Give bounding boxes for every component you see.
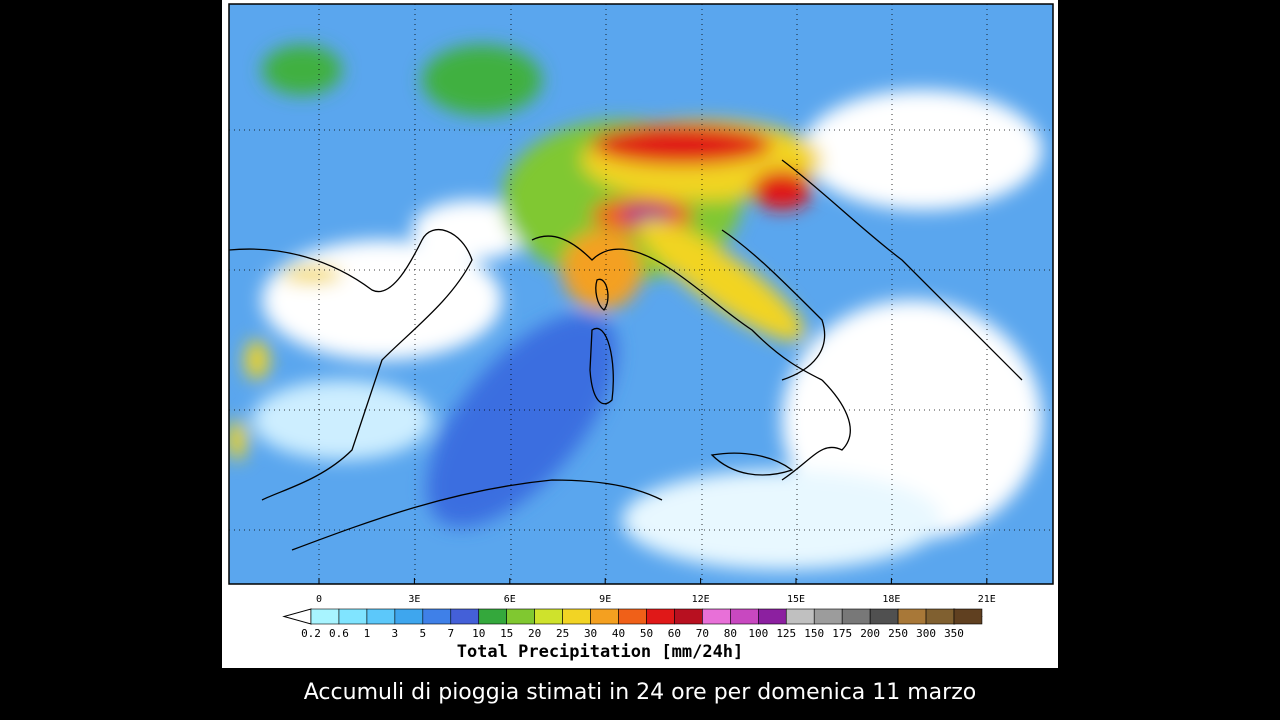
lon-label: 18E [882,594,900,605]
colorbar-label: 5 [420,627,427,640]
colorbar-swatch [758,608,787,625]
colorbar-swatch [366,608,396,625]
colorbar-label: 1 [364,627,371,640]
colorbar-label: 70 [696,627,709,640]
colorbar-label: 30 [584,627,597,640]
image-frame: 0 3E 6E 9E 12E 15E 18E 21E 0.2 0.6 1 3 5 7 10 15 20 25 30… [222,0,1058,668]
coastlines [229,159,1023,551]
colorbar-label: 40 [612,627,625,640]
colorbar-label: 125 [776,627,796,640]
colorbar-label: 3 [392,627,399,640]
lon-label: 6E [504,594,516,605]
colorbar-swatch [562,608,591,625]
lon-label: 3E [408,594,420,605]
colorbar-label: 50 [640,627,653,640]
colorbar-label: 100 [748,627,768,640]
colorbar-swatch [674,608,703,625]
colorbar-swatch [450,608,480,625]
map-figure: 0 3E 6E 9E 12E 15E 18E 21E 0.2 0.6 1 3 5 7 10 15 20 25 30… [228,3,1054,662]
colorbar-swatch [506,608,535,625]
colorbar-low-arrow [282,608,312,625]
colorbar-swatch [310,608,340,625]
colorbar-label: 80 [724,627,737,640]
longitude-axis: 0 3E 6E 9E 12E 15E 18E 21E [316,578,996,605]
colorbar-swatch [730,608,759,625]
colorbar-label: 175 [832,627,852,640]
lon-label: 21E [978,594,996,605]
colorbar-swatch [869,608,899,625]
colorbar-swatch [338,608,368,625]
colorbar-swatch [618,608,647,625]
graticule [229,4,1053,584]
colorbar-label: 250 [888,627,908,640]
colorbar-swatch [702,608,731,625]
colorbar-label: 0.2 [301,627,321,640]
colorbar-label: 10 [472,627,485,640]
lon-label: 0 [316,594,322,605]
precipitation-field [229,4,1053,584]
colorbar-swatch [897,608,927,625]
colorbar-label: 20 [528,627,541,640]
caption: Accumuli di pioggia stimati in 24 ore pe… [303,680,977,705]
lon-label: 15E [787,594,805,605]
colorbar-label: 25 [556,627,569,640]
colorbar-swatch [534,608,563,625]
colorbar-swatch [394,608,424,625]
colorbar-title: Total Precipitation [mm/24h] [457,642,744,662]
colorbar: 0.2 0.6 1 3 5 7 10 15 20 25 30 40 50 60 70 80 100 125 150 1… [282,608,983,640]
colorbar-label: 60 [668,627,681,640]
colorbar-swatch [590,608,619,625]
colorbar-label: 150 [804,627,824,640]
lon-label: 12E [692,594,710,605]
colorbar-label: 200 [860,627,880,640]
colorbar-swatch [813,608,843,625]
lon-label: 9E [599,594,611,605]
colorbar-label: 0.6 [329,627,349,640]
colorbar-label: 7 [447,627,454,640]
colorbar-swatch [785,608,815,625]
colorbar-swatch [422,608,452,625]
colorbar-swatch [841,608,871,625]
colorbar-label: 300 [916,627,936,640]
colorbar-swatch [925,608,955,625]
colorbar-label: 350 [944,627,964,640]
colorbar-label: 15 [500,627,513,640]
colorbar-swatch [646,608,675,625]
map-border [228,3,1054,585]
colorbar-swatch [478,608,507,625]
colorbar-swatch [953,608,983,625]
